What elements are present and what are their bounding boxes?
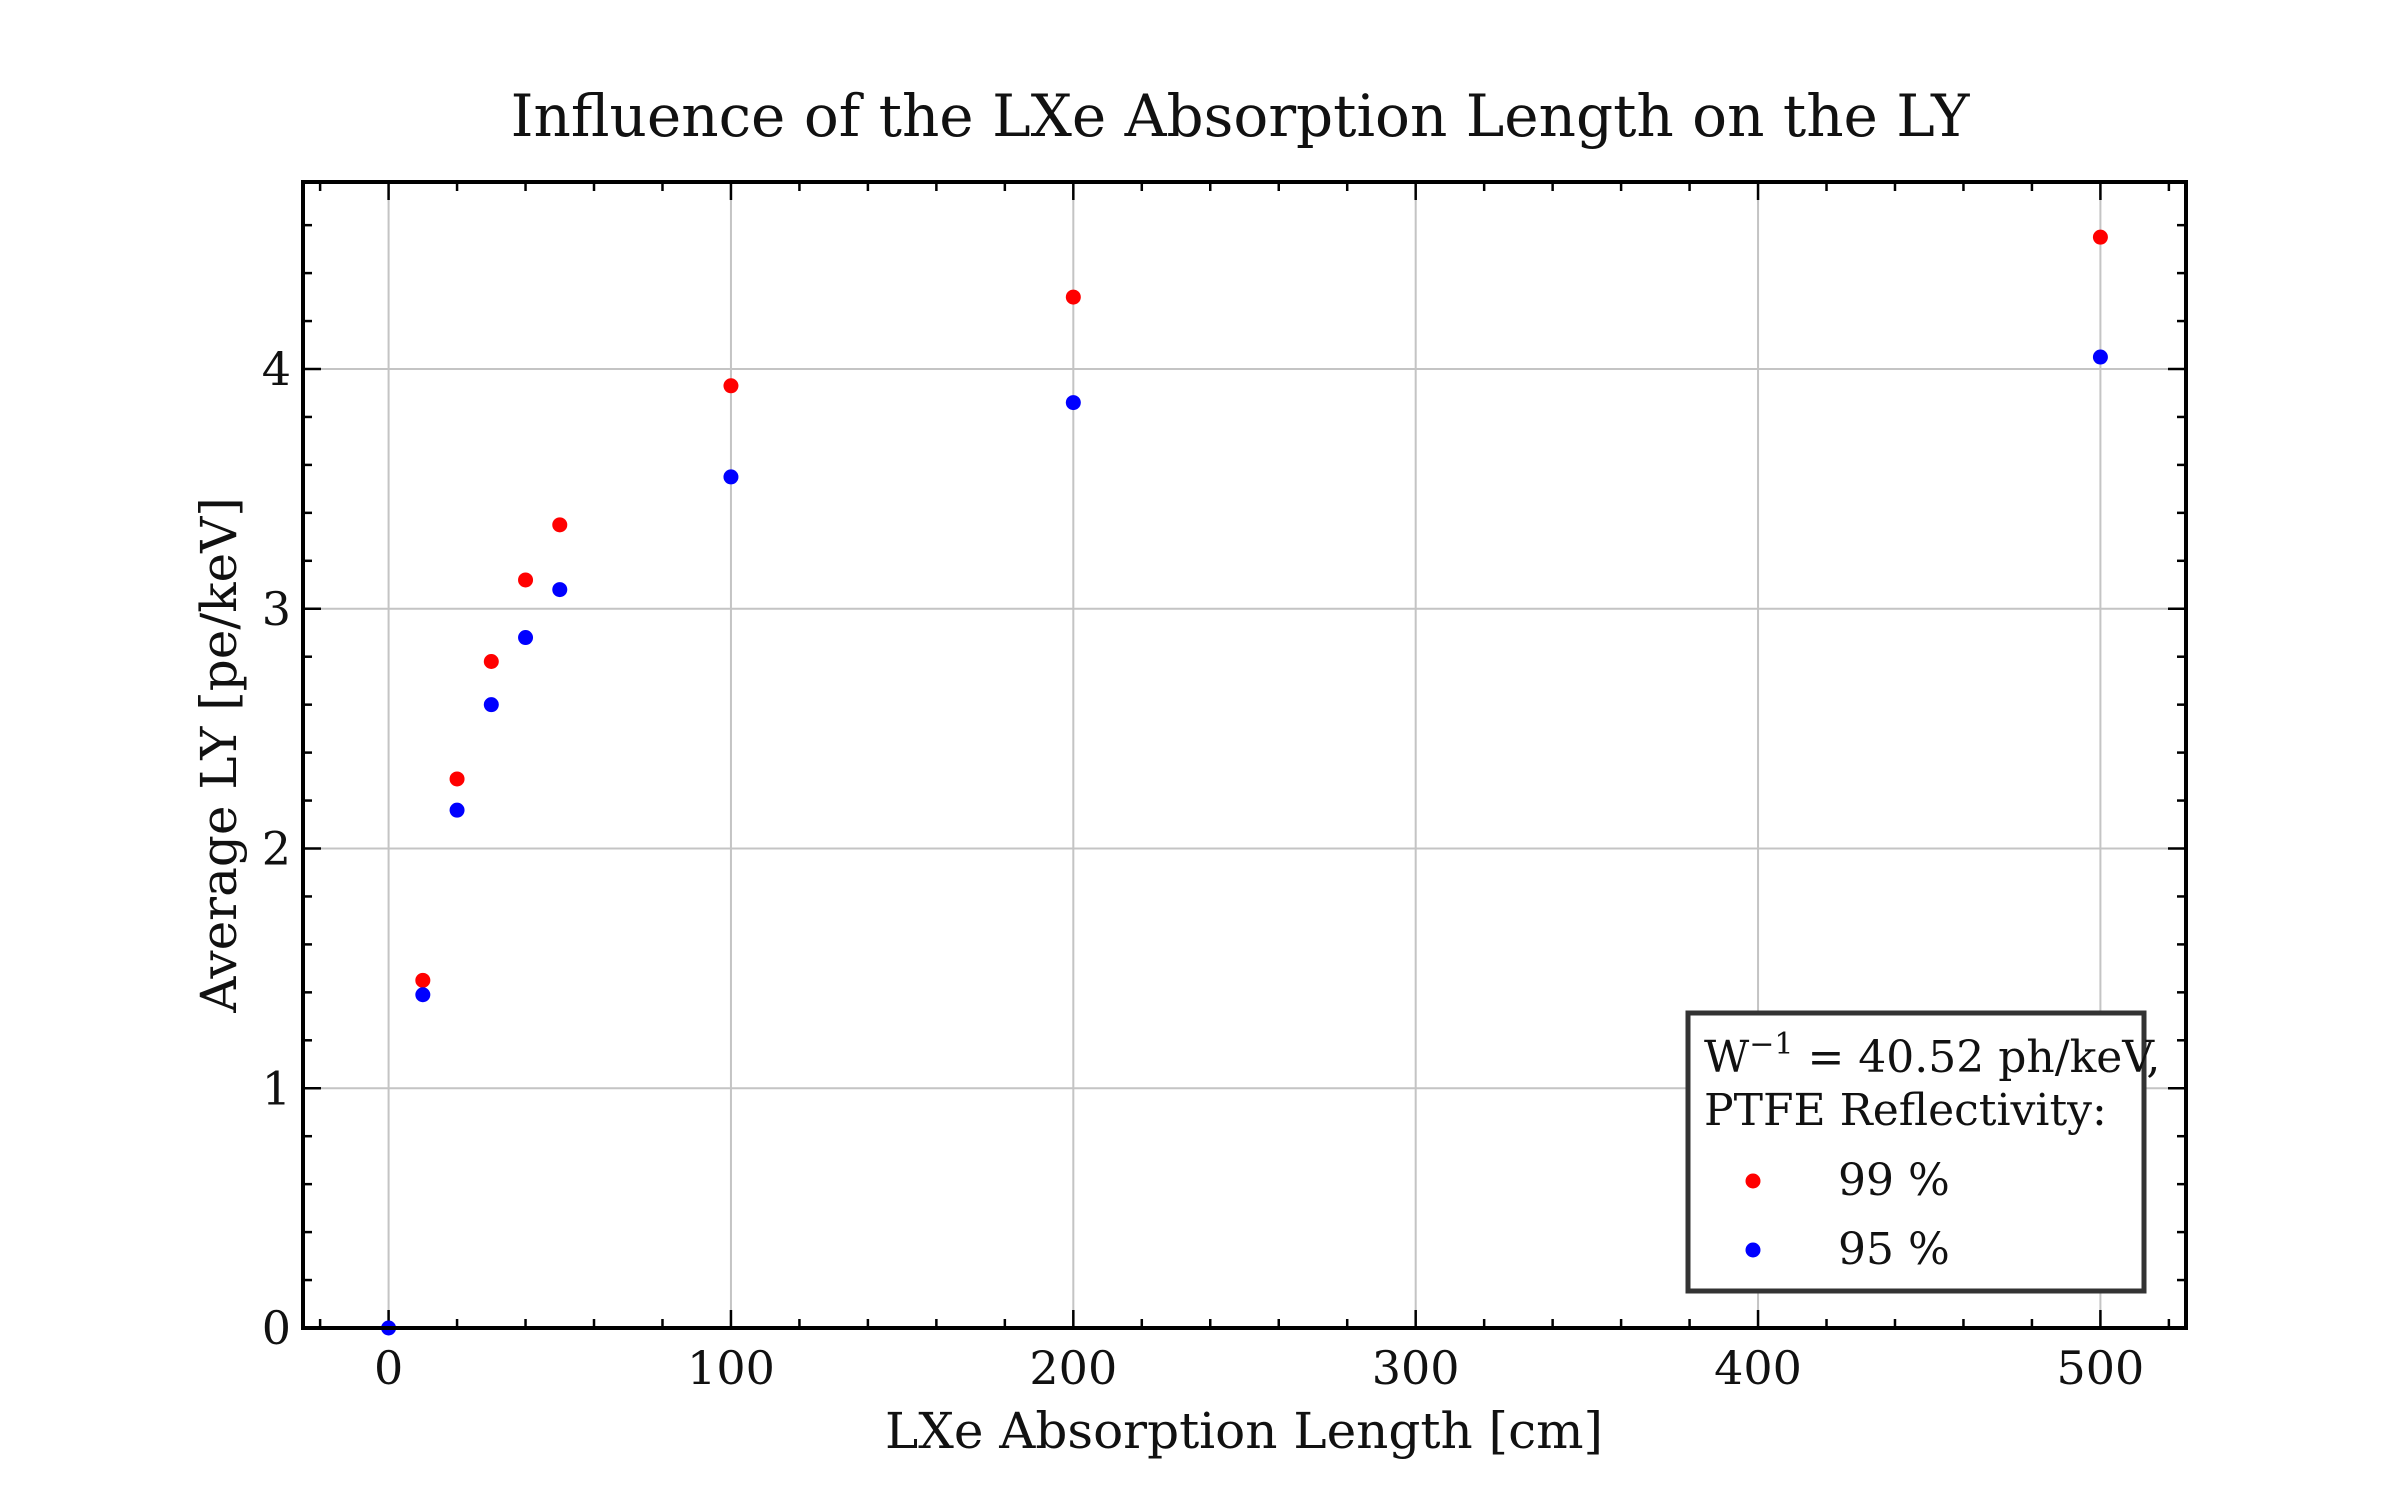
data-point-99 (449, 771, 465, 787)
y-tick-label: 3 (262, 582, 291, 636)
y-tick-labels: 0 1 2 3 4 (262, 342, 291, 1355)
data-points (381, 229, 2108, 1336)
legend-label-99: 99 % (1838, 1155, 1950, 1206)
legend-marker-95 (1745, 1242, 1761, 1258)
x-tick-label: 200 (1029, 1341, 1117, 1395)
data-point-95 (723, 469, 739, 485)
legend-w-symbol: W (1704, 1032, 1750, 1083)
y-axis-label: Average LY [pe/keV] (190, 497, 248, 1013)
data-point-99 (552, 517, 568, 533)
x-tick-label: 400 (1714, 1341, 1802, 1395)
legend-label-95: 95 % (1838, 1224, 1950, 1275)
chart-title: Influence of the LXe Absorption Length o… (511, 82, 1971, 150)
y-tick-label: 0 (262, 1301, 291, 1355)
legend-box (1685, 1010, 2147, 1294)
plot-frame (301, 180, 2188, 1330)
data-point-99 (1065, 289, 1081, 305)
legend-title-line1: W−1 = 40.52 ph/keV, (1704, 1027, 2160, 1083)
data-point-99 (518, 572, 534, 588)
x-tick-label: 300 (1372, 1341, 1460, 1395)
y-tick-label: 2 (262, 822, 291, 876)
legend-title-line2: PTFE Reflectivity: (1704, 1085, 2107, 1136)
x-tick-label: 100 (687, 1341, 775, 1395)
legend-w-superscript: −1 (1749, 1027, 1793, 1062)
data-point-99 (415, 972, 431, 988)
legend: W−1 = 40.52 ph/keV, PTFE Reflectivity: 9… (1685, 1010, 2160, 1294)
data-point-99 (2092, 229, 2108, 245)
data-point-95 (449, 802, 465, 818)
x-tick-label: 0 (374, 1341, 403, 1395)
data-point-95 (483, 697, 499, 713)
x-tick-labels: 0 100 200 300 400 500 (374, 1341, 2144, 1395)
data-point-99 (723, 378, 739, 394)
y-tick-label: 4 (262, 342, 291, 396)
data-point-95 (552, 582, 568, 598)
x-axis-label: LXe Absorption Length [cm] (885, 1402, 1603, 1460)
x-tick-label: 500 (2057, 1341, 2145, 1395)
data-point-95 (2092, 349, 2108, 365)
y-tick-label: 1 (262, 1061, 291, 1115)
data-point-95 (415, 987, 431, 1003)
data-point-99 (483, 653, 499, 669)
legend-marker-99 (1745, 1173, 1761, 1189)
data-point-95 (518, 630, 534, 646)
data-point-95 (1065, 395, 1081, 411)
legend-w-value: = 40.52 ph/keV, (1793, 1032, 2160, 1083)
